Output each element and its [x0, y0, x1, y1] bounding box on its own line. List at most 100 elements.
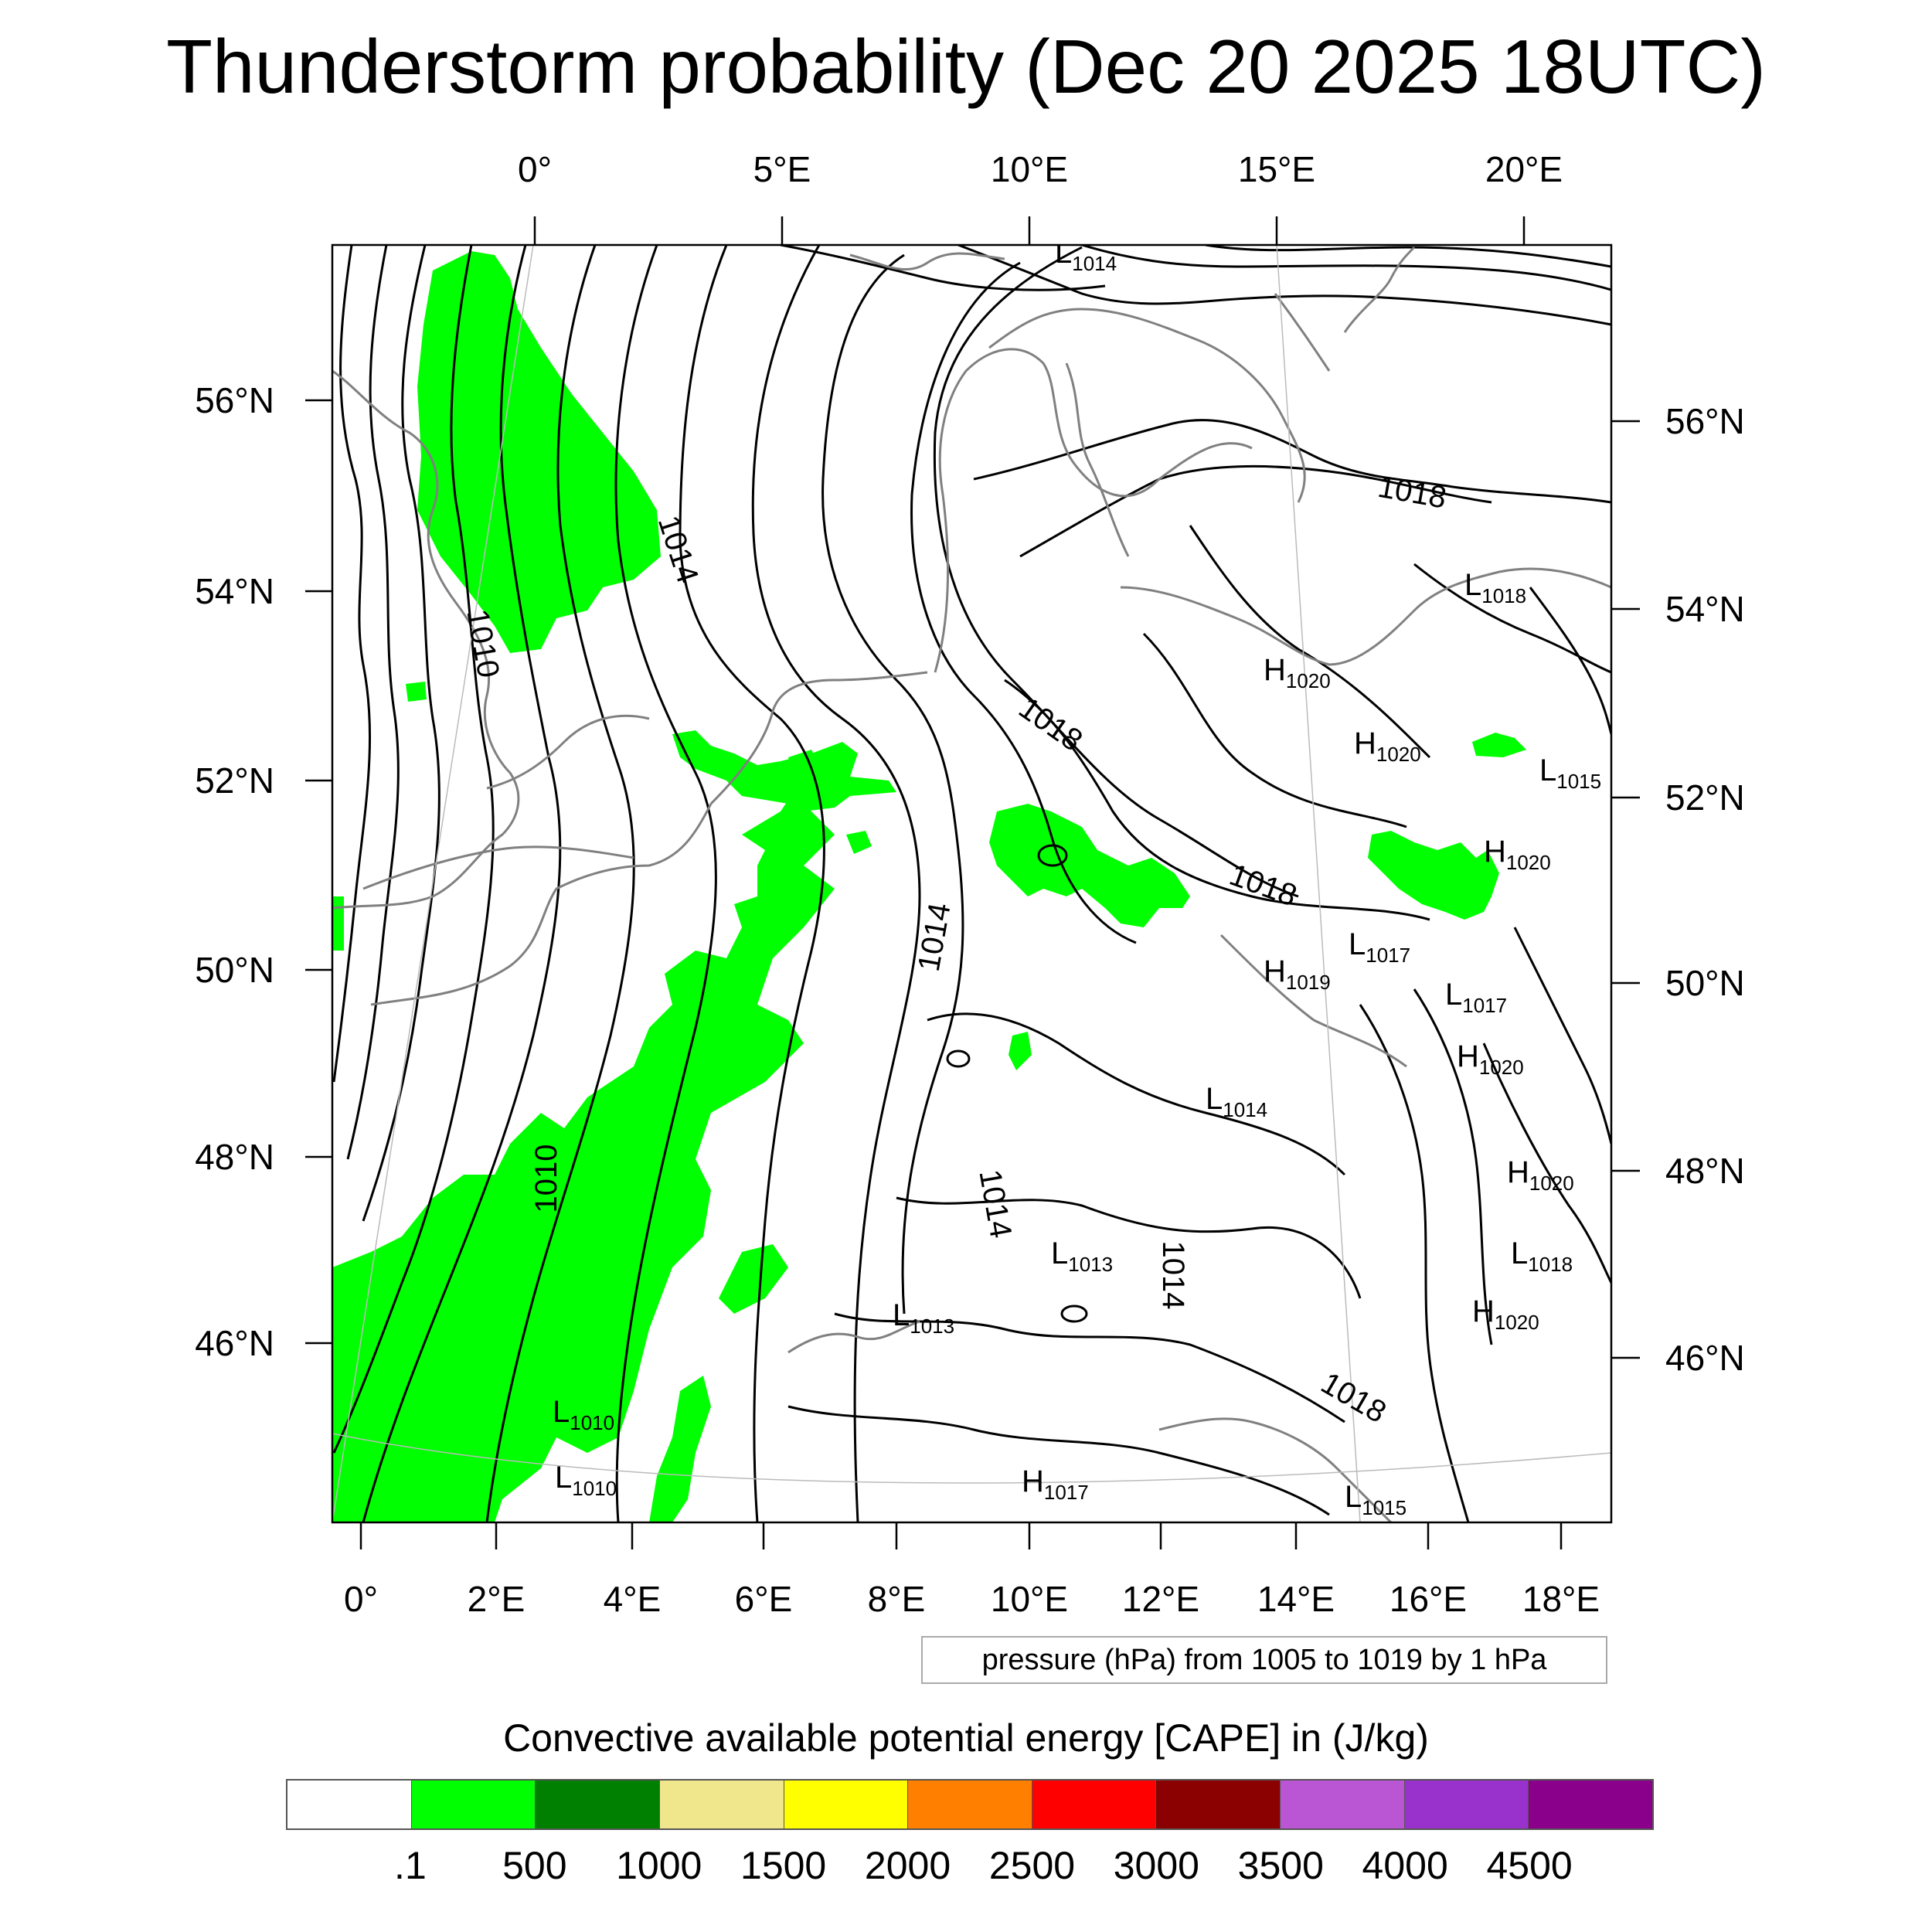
- isobar-line: [1004, 679, 1430, 921]
- colorbar-label: 3000: [1113, 1844, 1199, 1887]
- bottom-lon-label: 8°E: [868, 1579, 926, 1619]
- isobar-line: [896, 1196, 1362, 1299]
- border-line: [486, 714, 650, 790]
- isobar-line: [1081, 245, 1611, 291]
- isobar-small-loop: [1060, 1304, 1088, 1323]
- colorbar-swatch: [659, 1781, 784, 1828]
- colorbar-label: 4000: [1362, 1844, 1448, 1887]
- isobar-line: [973, 419, 1611, 504]
- isobar-line: [1413, 988, 1493, 1345]
- cape-area-baltic: [1472, 733, 1526, 757]
- isobar-label: 1014: [972, 1167, 1018, 1240]
- left-axis: 56°N 54°N 52°N 50°N 48°N 46°N: [195, 380, 332, 1363]
- isobar-line: [1359, 1004, 1470, 1522]
- isobar-line: [1205, 245, 1611, 268]
- coastline-denmark: [934, 348, 1253, 673]
- pressure-center: L1015: [1345, 1480, 1406, 1519]
- isobar-line: [1189, 525, 1431, 759]
- pressure-center: L1017: [1349, 927, 1410, 967]
- bottom-lon-label: 0°: [344, 1579, 378, 1619]
- meridian-line: [332, 245, 534, 1522]
- isobar-line: [751, 245, 921, 1522]
- pressure-center: H1020: [1354, 726, 1421, 766]
- pressure-center: L1014: [1206, 1082, 1267, 1121]
- coastline-adriatic: [1158, 1417, 1393, 1522]
- pressure-center: L1010: [555, 1461, 617, 1500]
- pressure-centers: L1014 L1018 H1020 H1020 L1015 H1020 L101…: [553, 236, 1601, 1519]
- left-lat-label: 52°N: [195, 760, 274, 801]
- cape-area-germany: [989, 804, 1190, 927]
- contour-info-box: pressure (hPa) from 1005 to 1019 by 1 hP…: [921, 1636, 1607, 1684]
- isobar-line: [485, 245, 635, 1522]
- pressure-center: H1019: [1264, 954, 1331, 994]
- right-lat-label: 52°N: [1665, 777, 1745, 818]
- colorbar-swatch: [784, 1781, 909, 1828]
- colorbar-labels: .1 500 1000 1500 2000 2500 3000 3500 4000 4500: [0, 1843, 1932, 1897]
- isobar-label: 1014: [1156, 1241, 1190, 1310]
- pressure-center: H1020: [1457, 1039, 1524, 1079]
- isobar-line: [910, 261, 1137, 944]
- isobar-line: [362, 245, 562, 1522]
- border-line: [1065, 362, 1130, 557]
- coastline-france-north: [370, 803, 713, 1006]
- cape-area-south-1: [649, 1376, 711, 1522]
- colorbar-label: 1500: [740, 1844, 827, 1887]
- coastline-baltic-south: [1120, 567, 1611, 666]
- bottom-lon-label: 12°E: [1122, 1579, 1199, 1619]
- bottom-axis: 0° 2°E 4°E 6°E 8°E 10°E 12°E 14°E 16°E 1…: [344, 1522, 1600, 1619]
- pressure-center: L1018: [1511, 1236, 1573, 1276]
- cape-shading: [332, 251, 1526, 1522]
- coastlines: [332, 246, 1611, 1522]
- isobar-line: [1142, 632, 1407, 828]
- pressure-center: L1014: [1055, 236, 1117, 275]
- border-line: [362, 845, 634, 890]
- right-axis: 56°N 54°N 52°N 50°N 48°N 46°N: [1611, 401, 1745, 1378]
- top-lon-label: 5°E: [753, 149, 811, 189]
- left-lat-label: 54°N: [195, 571, 274, 611]
- left-lat-label: 46°N: [195, 1323, 274, 1363]
- plot-frame: [331, 243, 1613, 1524]
- cape-area-small-1: [846, 831, 872, 854]
- colorbar-label: 1000: [616, 1844, 702, 1887]
- isobar-line: [1482, 1043, 1611, 1284]
- cape-area-north-sea: [417, 251, 661, 653]
- isobar-line: [1529, 587, 1611, 735]
- isobar-line: [957, 245, 1611, 326]
- cape-area-lowlands: [672, 730, 896, 811]
- isobar-line: [787, 1405, 1330, 1516]
- pressure-center: H1020: [1472, 1294, 1539, 1334]
- isobar-line: [679, 245, 825, 1522]
- isobar-line: [834, 1312, 1345, 1423]
- bottom-lon-label: 6°E: [735, 1579, 793, 1619]
- top-lon-label: 15°E: [1238, 149, 1315, 189]
- bottom-lon-label: 18°E: [1522, 1579, 1600, 1619]
- isobar-line: [1413, 563, 1611, 674]
- colorbar-swatch: [1281, 1781, 1405, 1828]
- coastline-britain: [332, 369, 520, 910]
- isobar-label: 1018: [1225, 858, 1301, 913]
- isobar-label: 1010: [529, 1145, 563, 1213]
- bottom-lon-label: 16°E: [1389, 1579, 1467, 1619]
- colorbar-label: 3500: [1237, 1844, 1324, 1887]
- pressure-center: H1020: [1264, 653, 1331, 692]
- isobar-line: [927, 1012, 1346, 1176]
- border-line: [1274, 293, 1331, 372]
- coastline-gotland: [1343, 246, 1416, 333]
- isobar-line: [821, 253, 964, 1315]
- colorbar-swatch: [1404, 1781, 1529, 1828]
- graticule: [332, 245, 1611, 1522]
- pressure-center: L1010: [553, 1395, 614, 1434]
- cape-area-small-2: [1009, 1032, 1032, 1070]
- colorbar-title: Convective available potential energy [C…: [503, 1716, 1429, 1760]
- bottom-lon-label: 4°E: [604, 1579, 662, 1619]
- isobar-line: [332, 245, 372, 1083]
- coastline-netherlands: [709, 671, 928, 805]
- isobar-line: [614, 245, 717, 1522]
- right-lat-label: 50°N: [1665, 963, 1745, 1003]
- cape-area-small-4: [406, 682, 427, 702]
- left-lat-label: 56°N: [195, 380, 274, 420]
- isobar-line: [346, 245, 400, 1160]
- coastline-med: [787, 1320, 920, 1354]
- left-lat-label: 48°N: [195, 1137, 274, 1177]
